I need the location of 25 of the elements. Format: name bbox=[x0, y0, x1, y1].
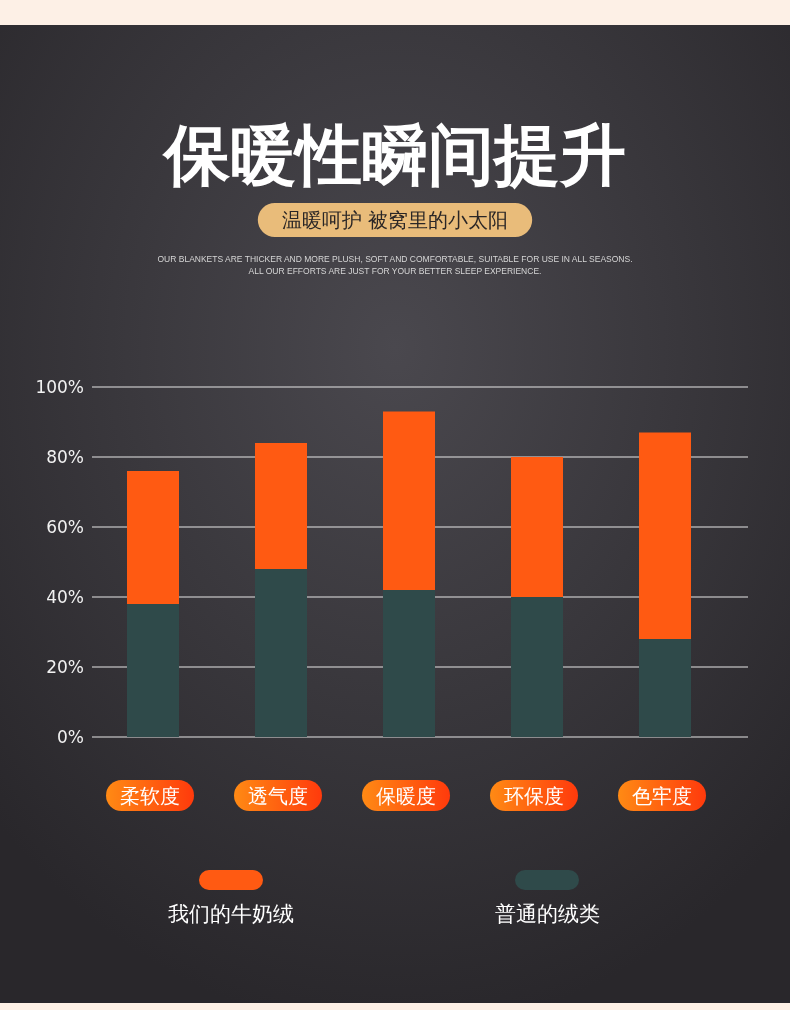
subtitle: 温暖呵护 被窝里的小太阳 bbox=[257, 203, 533, 237]
title: 保暖性瞬间提升 bbox=[164, 116, 626, 194]
x-tick-label: 柔软度 bbox=[120, 784, 180, 808]
category-label: 环保度 bbox=[490, 780, 578, 811]
y-tick-label: 100% bbox=[35, 377, 84, 397]
legend-item: 普通的绒类 bbox=[494, 870, 600, 926]
y-tick-label: 0% bbox=[57, 727, 84, 747]
y-tick-label: 80% bbox=[46, 447, 84, 467]
category-label: 保暖度 bbox=[362, 780, 450, 811]
category-label: 柔软度 bbox=[106, 780, 194, 811]
category-label: 色牢度 bbox=[618, 780, 706, 811]
legend-label: 我们的牛奶绒 bbox=[168, 902, 294, 926]
annotation: OUR BLANKETS ARE THICKER AND MORE PLUSH, SOFT AND COMFORTABLE, SUITABLE FOR USE IN ALL SEASONS. bbox=[157, 254, 633, 264]
y-tick-label: 40% bbox=[46, 587, 84, 607]
annotation: ALL OUR EFFORTS ARE JUST FOR YOUR BETTER SLEEP EXPERIENCE. bbox=[248, 266, 542, 276]
x-tick-label: 环保度 bbox=[504, 784, 564, 808]
y-tick-label: 60% bbox=[46, 517, 84, 537]
legend-item: 我们的牛奶绒 bbox=[168, 870, 294, 926]
y-tick-label: 20% bbox=[46, 657, 84, 677]
x-tick-label: 保暖度 bbox=[376, 784, 436, 808]
x-tick-label: 色牢度 bbox=[632, 784, 692, 808]
legend-label: 普通的绒类 bbox=[494, 902, 600, 926]
x-tick-label: 透气度 bbox=[248, 784, 308, 808]
category-label: 透气度 bbox=[234, 780, 322, 811]
chart-subtitle: 温暖呵护 被窝里的小太阳 bbox=[281, 208, 509, 232]
